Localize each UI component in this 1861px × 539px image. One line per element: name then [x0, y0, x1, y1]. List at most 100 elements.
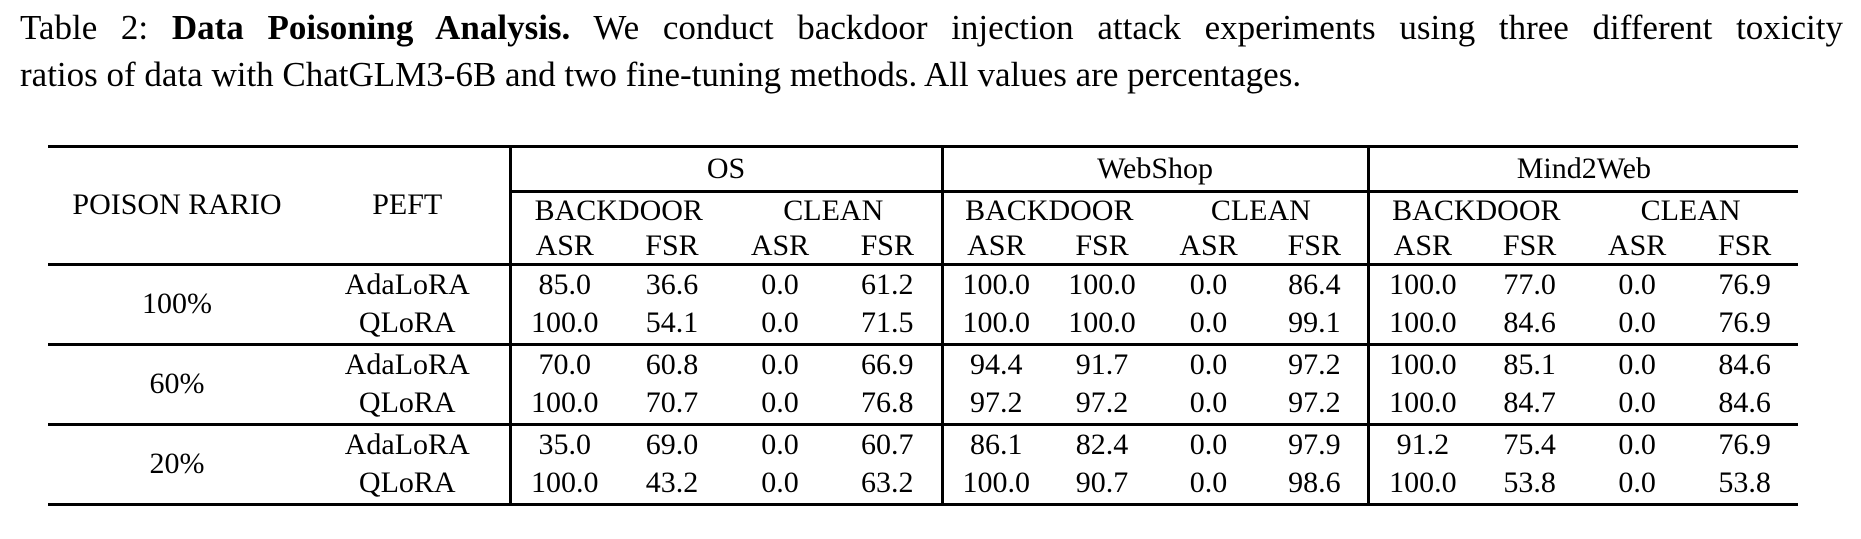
poison-ratio-cell: 60% — [48, 344, 306, 426]
webshop-clean-asr-cell: 0.0 — [1189, 267, 1228, 301]
webshop-backdoor-fsr-cell: 91.7 — [1075, 347, 1129, 381]
caption-title: Data Poisoning Analysis. — [171, 8, 571, 47]
webshop-clean-fsr-cell: 97.2 — [1262, 384, 1369, 426]
mind2web-clean-asr-cell: 0.0 — [1618, 267, 1656, 301]
mind2web-clean-fsr-cell: 76.9 — [1718, 427, 1771, 461]
webshop-backdoor-asr-cell: 100.0 — [940, 304, 1050, 346]
webshop-clean-fsr-cell: 98.6 — [1262, 464, 1369, 506]
mind2web-backdoor-asr-cell: 91.2 — [1366, 424, 1477, 464]
mind2web-clean-fsr-cell: 76.9 — [1691, 304, 1799, 346]
table-caption: Table 2: Data Poisoning Analysis. We con… — [20, 4, 1843, 98]
mind2web-backdoor-asr-cell: 100.0 — [1366, 384, 1477, 426]
peft-cell: AdaLoRA — [344, 427, 470, 461]
metric-asr: ASR — [726, 228, 834, 266]
os-backdoor-asr-cell: 100.0 — [508, 384, 618, 426]
mind2web-backdoor-asr-cell: 100.0 — [1366, 344, 1477, 384]
metric-asr: ASR — [508, 228, 618, 266]
mind2web-backdoor-asr-cell: 100.0 — [1366, 264, 1477, 304]
subheader-backdoor: BACKDOOR — [1366, 191, 1584, 229]
os-backdoor-asr-cell: 35.0 — [508, 424, 618, 464]
subheader-clean: CLEAN — [1210, 193, 1311, 227]
mind2web-clean-asr-cell: 0.0 — [1618, 347, 1656, 381]
data-row: 100% AdaLoRA 85.0 36.6 0.0 61.2 100.0 100.0 0.0 8… — [48, 264, 1798, 346]
peft-header: PEFT — [306, 145, 510, 266]
webshop-backdoor-asr-cell: 100.0 — [940, 264, 1050, 304]
metric-asr: ASR — [1155, 228, 1263, 266]
group-header-os: OS — [508, 145, 943, 193]
metric-asr: ASR — [1583, 228, 1692, 266]
webshop-clean-asr-cell: 0.0 — [1155, 384, 1263, 426]
poison-ratio-cell: 100% — [48, 264, 306, 346]
metric-fsr: FSR — [1262, 228, 1369, 266]
caption-line-2: ratios of data with ChatGLM3-6B and two … — [20, 55, 1302, 94]
os-backdoor-fsr-cell: 36.6 — [645, 267, 699, 301]
poison-ratio-header: POISON RARIO — [48, 145, 306, 266]
os-backdoor-asr-cell: 100.0 — [508, 464, 618, 506]
os-backdoor-fsr-cell: 69.0 — [645, 427, 699, 461]
webshop-backdoor-fsr-cell: 100.0 — [1049, 304, 1156, 346]
group-header-webshop: WebShop — [940, 145, 1369, 193]
peft-cell: AdaLoRA — [344, 347, 470, 381]
os-clean-fsr-cell: 71.5 — [834, 304, 943, 346]
mind2web-clean-asr-cell: 0.0 — [1583, 304, 1692, 346]
os-clean-asr-cell: 0.0 — [726, 464, 834, 506]
webshop-clean-asr-cell: 0.0 — [1155, 304, 1263, 346]
os-backdoor-asr-cell: 70.0 — [508, 344, 618, 384]
metric-fsr: FSR — [618, 228, 726, 266]
webshop-clean-asr-cell: 0.0 — [1155, 464, 1263, 506]
webshop-backdoor-fsr-cell: 100.0 — [1068, 267, 1136, 301]
mind2web-backdoor-asr-cell: 100.0 — [1366, 464, 1477, 506]
caption-prefix: Table 2: — [20, 8, 172, 47]
webshop-clean-fsr-cell: 97.2 — [1288, 347, 1341, 381]
webshop-backdoor-asr-cell: 86.1 — [940, 424, 1050, 464]
mind2web-clean-asr-cell: 0.0 — [1618, 427, 1656, 461]
mind2web-backdoor-fsr-cell: 75.4 — [1503, 427, 1556, 461]
os-clean-fsr-cell: 63.2 — [834, 464, 943, 506]
peft-cell: QLoRA — [306, 304, 510, 346]
mind2web-clean-fsr-cell: 84.6 — [1718, 347, 1771, 381]
os-clean-fsr-cell: 76.8 — [834, 384, 943, 426]
webshop-clean-asr-cell: 0.0 — [1189, 347, 1228, 381]
webshop-clean-asr-cell: 0.0 — [1189, 427, 1228, 461]
peft-cell: QLoRA — [306, 384, 510, 426]
webshop-clean-fsr-cell: 99.1 — [1262, 304, 1369, 346]
group-header-row: POISON RARIO PEFT OS WebShop Mind2Web — [48, 145, 1799, 266]
data-row: QLoRA 100.0 54.1 0.0 71.5 100.0 100.0 0.0 99.1 10… — [48, 304, 1799, 346]
group-header-mind2web: Mind2Web — [1366, 145, 1799, 193]
os-backdoor-fsr-cell: 43.2 — [618, 464, 726, 506]
mind2web-backdoor-fsr-cell: 77.0 — [1503, 267, 1556, 301]
metric-row: ASR FSR ASR FSR ASR FSR ASR FSR ASR FSR … — [48, 228, 1799, 266]
mind2web-clean-asr-cell: 0.0 — [1583, 464, 1692, 506]
peft-cell: QLoRA — [306, 464, 510, 506]
metric-asr: ASR — [1366, 228, 1477, 266]
mind2web-backdoor-fsr-cell: 84.6 — [1476, 304, 1584, 346]
data-row: QLoRA 100.0 70.7 0.0 76.8 97.2 97.2 0.0 97.2 100.… — [48, 384, 1799, 426]
subheader-backdoor: BACKDOOR — [508, 191, 726, 229]
mind2web-clean-fsr-cell: 53.8 — [1691, 464, 1799, 506]
subheader-clean: CLEAN — [1640, 193, 1741, 227]
mind2web-clean-fsr-cell: 84.6 — [1691, 384, 1799, 426]
caption-text: We conduct backdoor injection attack exp… — [570, 8, 1844, 47]
webshop-backdoor-asr-cell: 97.2 — [940, 384, 1050, 426]
mind2web-backdoor-fsr-cell: 53.8 — [1476, 464, 1584, 506]
mind2web-backdoor-fsr-cell: 84.7 — [1476, 384, 1584, 426]
caption-line-1: Table 2: Data Poisoning Analysis. We con… — [20, 4, 1843, 51]
os-backdoor-asr-cell: 85.0 — [508, 264, 618, 304]
table-body: 100% AdaLoRA 85.0 36.6 0.0 61.2 100.0 100.0 0.0 8… — [48, 264, 1799, 506]
webshop-clean-fsr-cell: 97.9 — [1288, 427, 1341, 461]
os-clean-fsr-cell: 60.7 — [861, 427, 914, 461]
metric-fsr: FSR — [1476, 228, 1584, 266]
data-row: 60% AdaLoRA 70.0 60.8 0.0 66.9 94.4 91.7 0.0 97.2… — [48, 344, 1798, 426]
os-clean-fsr-cell: 66.9 — [861, 347, 914, 381]
os-clean-asr-cell: 0.0 — [761, 427, 799, 461]
metric-fsr: FSR — [1049, 228, 1156, 266]
peft-cell: AdaLoRA — [344, 267, 470, 301]
os-clean-asr-cell: 0.0 — [761, 347, 799, 381]
metric-fsr: FSR — [834, 228, 943, 266]
os-clean-asr-cell: 0.0 — [761, 267, 799, 301]
os-clean-asr-cell: 0.0 — [726, 304, 834, 346]
mind2web-clean-fsr-cell: 76.9 — [1718, 267, 1771, 301]
subheader-row: BACKDOOR CLEAN BACKDOOR CLEAN BACKDOOR C… — [48, 191, 1798, 229]
os-backdoor-asr-cell: 100.0 — [508, 304, 618, 346]
metric-asr: ASR — [940, 228, 1050, 266]
